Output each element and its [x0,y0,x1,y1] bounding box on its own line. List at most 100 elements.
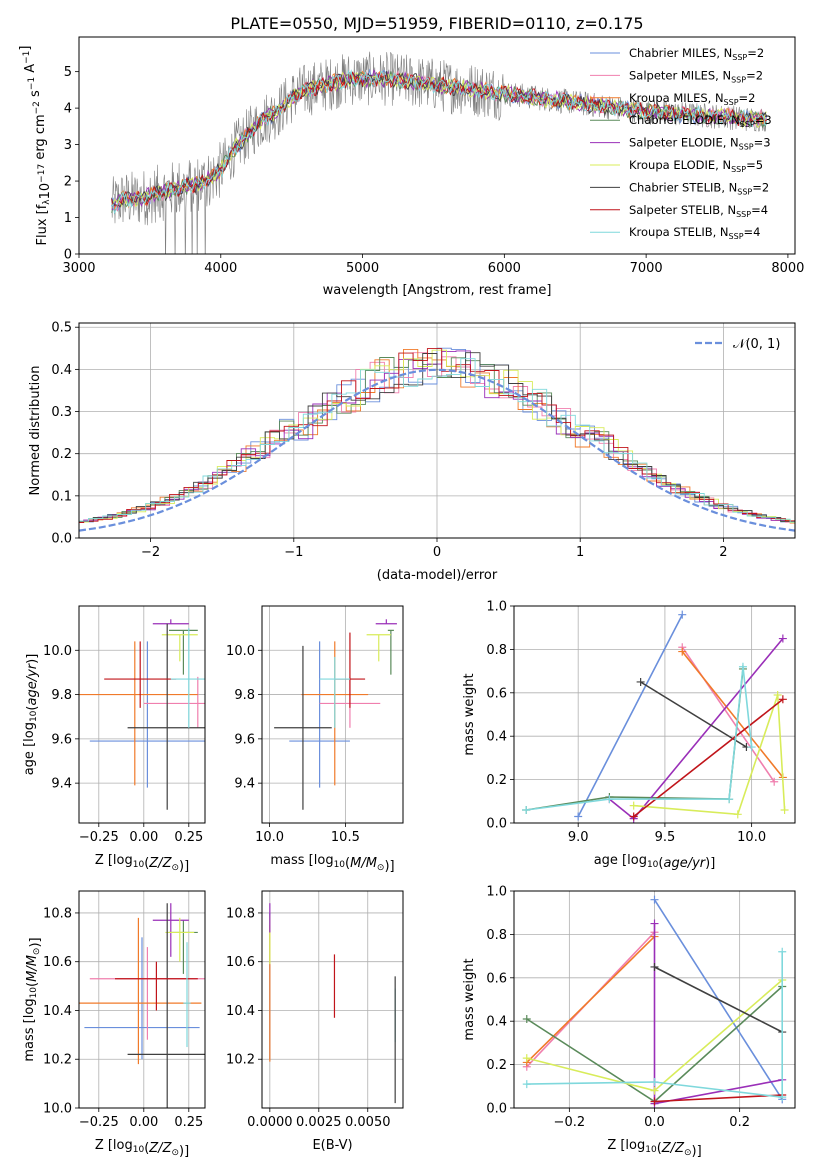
y-tick-label: 0.6 [486,686,507,701]
label-part: )] [692,1144,702,1159]
y-tick-label: 1.0 [486,885,507,900]
y-tick-label: 10.0 [43,1102,72,1117]
histogram-kroupa-stelib [79,358,795,523]
legend-label: Chabrier MILES, NSSP=2 [629,46,764,62]
label-part: −2 [32,101,42,114]
data-point [778,634,787,643]
x-tick-label: 2 [719,545,727,560]
label-part: )] [384,859,394,874]
x-tick-label: 0.25 [174,830,203,845]
y-tick-label: 0.2 [486,1058,507,1073]
x-tick-label: 3000 [62,261,95,276]
axes-frame [513,605,796,824]
data-point [636,677,645,686]
label-part: ( [25,982,40,987]
x-tick-label: 0.0000 [247,1115,293,1130]
axes-frame [513,890,796,1109]
errorbar-chabrier-stelib [127,623,205,810]
legend-sub: SSP [729,232,744,241]
data-point [778,695,787,704]
series-salpeter-stelib [650,1090,787,1106]
errorbar-salpeter-miles [89,947,205,1040]
label-part: )] [28,937,43,947]
model-spectrum-kroupa-stelib [111,69,768,215]
panel-weight_vs_age: 9.0 9.5 10.0 0.0 0.2 0.4 0.6 0.8 1.0 age [log10(a… [462,600,796,871]
plot-area [79,619,205,810]
y-tick-label: 0.1 [51,489,72,504]
y-axis-label: mass weight [462,958,477,1040]
label-part: Z/Z [148,856,172,871]
errorbar-salpeter-stelib [334,632,366,708]
errorbar-kroupa-miles [79,641,198,786]
legend-sub: SSP [731,75,746,84]
y-tick-label: 10.6 [43,955,72,970]
axes-frame [78,890,206,1109]
label-part: ( [657,1141,662,1156]
y-tick-label: 10.2 [43,1053,72,1068]
legend-suffix: =3 [755,113,772,127]
x-tick-label: 1 [576,545,584,560]
label-part: 10 [29,987,39,999]
series-line [654,1094,783,1103]
series-chabrier-elodie [522,664,747,814]
y-axis-label: age [log10(age/yr)] [22,654,40,776]
x-tick-label: −0.25 [79,830,119,845]
series-kroupa-stelib [522,662,756,814]
legend-item-chabrier-miles-n-2: Chabrier MILES, NSSP=2 [590,46,764,62]
legend-suffix: =2 [746,68,763,82]
legend-item-chabrier-elodie-n-3: Chabrier ELODIE, NSSP=3 [590,113,772,129]
y-tick-label: 0.5 [51,321,72,336]
legend-label: Chabrier ELODIE, NSSP=3 [629,113,772,129]
x-tick-label: −0.2 [554,1115,586,1130]
x-tick-label: 0.0025 [296,1115,342,1130]
y-tick-label: 0.0 [486,817,507,832]
errorbar-chabrier-miles [289,641,350,788]
errorbar-salpeter-elodie [375,619,397,625]
data-point [650,962,659,971]
y-tick-label: 0.4 [486,1015,507,1030]
y-axis-label: mass [log10(M/M⊙)] [22,937,43,1061]
plot-area [269,903,396,1104]
errorbar-kroupa-stelib [170,628,205,728]
y-tick-label: 1.0 [486,600,507,615]
label-part: −17 [37,164,47,183]
legend-sub: SSP [724,98,739,107]
legend-text: Kroupa ELODIE, N [629,158,731,172]
legend-label: 𝒩(0, 1) [733,337,780,352]
errorbar-chabrier-miles [89,641,205,788]
legend-sub: SSP [732,53,747,62]
errorbar-salpeter-stelib [104,641,177,708]
axes-frame [261,605,404,824]
y-tick-label: 0.4 [486,730,507,745]
data-point [650,1097,659,1106]
plot-area [111,51,768,254]
label-part: )] [179,859,189,874]
data-point [522,1080,531,1089]
legend-suffix: =2 [752,180,769,194]
data-point [773,690,782,699]
legend-item-kroupa-elodie-n-5: Kroupa ELODIE, NSSP=5 [590,158,763,174]
x-tick-label: 0.25 [174,1115,203,1130]
errorbar-chabrier-elodie [387,629,394,675]
legend-label: Kroupa STELIB, NSSP=4 [629,225,760,241]
legend-sub: SSP [737,187,752,196]
legend-sub: SSP [740,120,755,129]
data-point [650,1086,659,1095]
plot-area [79,903,205,1108]
series-salpeter-elodie [650,919,787,1108]
legend-text: Chabrier STELIB, N [629,180,737,194]
legend-sub: SSP [731,165,746,174]
legend-label: Chabrier STELIB, NSSP=2 [629,180,769,196]
series-chabrier-stelib [636,677,751,752]
label-part: 10 [334,860,346,870]
series-line [633,698,784,818]
axes-frame [78,322,796,539]
data-point [738,662,747,671]
legend-item-salpeter-stelib-n-4: Salpeter STELIB, NSSP=4 [590,203,768,219]
legend-item-salpeter-miles-n-2: Salpeter MILES, NSSP=2 [590,68,763,84]
legend-label: Kroupa ELODIE, NSSP=5 [629,158,763,174]
label-part: ⊙ [32,948,42,956]
normal-curve [79,368,795,532]
x-axis-label: wavelength [Angstrom, rest frame] [323,283,552,298]
label-part: Flux [f [35,204,50,245]
